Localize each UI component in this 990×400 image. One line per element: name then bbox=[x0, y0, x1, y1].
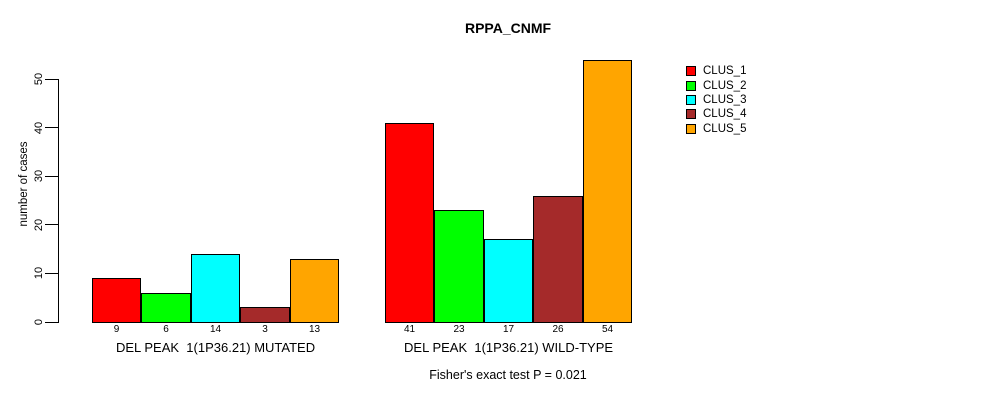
bar-value-label: 13 bbox=[308, 324, 321, 335]
y-tick-label: 50 bbox=[33, 72, 45, 86]
bar-value-label: 26 bbox=[552, 324, 564, 335]
bar-clus_3-group1 bbox=[190, 253, 241, 323]
bar-value-label: 54 bbox=[601, 324, 614, 335]
bar-value-label: 23 bbox=[453, 324, 465, 335]
y-tick-label: 0 bbox=[33, 318, 45, 326]
bar-value-label: 6 bbox=[163, 324, 169, 335]
legend-label: CLUS_2 bbox=[703, 79, 747, 92]
y-tick-mark bbox=[45, 175, 58, 177]
legend-swatch-clus_5 bbox=[686, 123, 696, 134]
y-tick-mark bbox=[45, 224, 58, 226]
legend: CLUS_1 CLUS_2 CLUS_3 CLUS_4 CLUS_5 bbox=[686, 64, 746, 136]
legend-swatch-clus_1 bbox=[686, 66, 696, 77]
x-group-label: DEL PEAK 1(1P36.21) MUTATED bbox=[115, 340, 316, 355]
bar-clus_1-group1 bbox=[91, 278, 142, 323]
legend-swatch-clus_4 bbox=[686, 109, 696, 120]
bar-clus_2-group2 bbox=[434, 210, 484, 323]
y-tick-mark bbox=[45, 321, 58, 323]
bar-clus_5-group2 bbox=[582, 59, 633, 323]
y-tick-label: 20 bbox=[33, 218, 45, 231]
legend-item-clus_3: CLUS_3 bbox=[686, 93, 746, 107]
bar-clus_5-group1 bbox=[289, 258, 340, 323]
bar-clus_1-group2 bbox=[384, 122, 435, 323]
fisher-test-annotation: Fisher's exact test P = 0.021 bbox=[429, 368, 587, 382]
y-axis-label: number of cases bbox=[18, 141, 30, 227]
y-tick-label: 30 bbox=[33, 170, 45, 183]
bar-value-label: 41 bbox=[403, 324, 416, 335]
legend-swatch-clus_3 bbox=[686, 94, 696, 105]
bar-clus_4-group2 bbox=[533, 195, 583, 323]
legend-item-clus_4: CLUS_4 bbox=[686, 107, 746, 121]
legend-item-clus_1: CLUS_1 bbox=[686, 64, 746, 78]
y-tick-mark bbox=[45, 78, 58, 80]
y-axis-line bbox=[58, 79, 59, 323]
chart-title: RPPA_CNMF bbox=[464, 20, 552, 36]
bar-value-label: 9 bbox=[113, 324, 120, 335]
legend-item-clus_5: CLUS_5 bbox=[686, 122, 746, 136]
y-tick-label: 40 bbox=[33, 121, 45, 134]
legend-item-clus_2: CLUS_2 bbox=[686, 78, 746, 92]
y-tick-label: 10 bbox=[33, 267, 45, 280]
bar-clus_3-group2 bbox=[483, 239, 534, 323]
legend-swatch-clus_2 bbox=[686, 80, 696, 91]
bar-value-label: 17 bbox=[502, 324, 515, 335]
y-tick-mark bbox=[45, 272, 58, 274]
bar-clus_4-group1 bbox=[240, 307, 290, 323]
legend-label: CLUS_5 bbox=[703, 122, 747, 135]
bar-value-label: 14 bbox=[209, 324, 222, 335]
legend-label: CLUS_1 bbox=[703, 65, 747, 78]
legend-label: CLUS_4 bbox=[703, 108, 747, 121]
bar-clus_2-group1 bbox=[141, 292, 191, 323]
y-tick-mark bbox=[45, 127, 58, 129]
legend-label: CLUS_3 bbox=[703, 93, 747, 106]
bar-value-label: 3 bbox=[262, 324, 268, 335]
x-group-label: DEL PEAK 1(1P36.21) WILD-TYPE bbox=[404, 340, 614, 355]
